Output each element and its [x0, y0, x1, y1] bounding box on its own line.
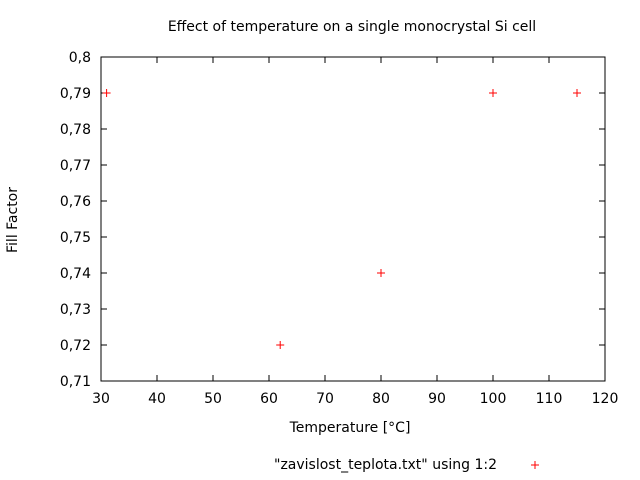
chart-title: Effect of temperature on a single monocr… [168, 19, 536, 35]
y-tick-label: 0,73 [60, 302, 91, 318]
y-tick-label: 0,77 [60, 158, 91, 174]
x-tick-label: 100 [480, 391, 507, 407]
y-tick-label: 0,74 [60, 266, 91, 282]
y-axis: 0,71 0,72 0,73 0,74 0,75 0,76 0,77 0,78 0,79 0,8 [60, 50, 605, 390]
y-tick-label: 0,8 [69, 50, 91, 66]
x-tick-label: 110 [536, 391, 563, 407]
x-tick-label: 70 [316, 391, 334, 407]
data-point [377, 269, 385, 277]
x-axis-label: Temperature [°C] [289, 420, 411, 436]
y-axis-label: Fill Factor [5, 187, 21, 253]
y-tick-label: 0,71 [60, 374, 91, 390]
x-tick-label: 30 [92, 391, 110, 407]
legend-label: "zavislost_teplota.txt" using 1:2 [274, 457, 497, 473]
data-points [102, 89, 581, 349]
data-point [276, 341, 285, 349]
y-tick-label: 0,76 [60, 194, 91, 210]
x-tick-label: 120 [592, 391, 619, 407]
data-point [102, 89, 111, 97]
data-point [573, 89, 581, 97]
x-tick-label: 90 [428, 391, 446, 407]
x-axis: 30 40 50 60 70 80 90 100 110 120 [92, 57, 618, 407]
plot-frame [100, 56, 606, 382]
y-tick-label: 0,75 [60, 230, 91, 246]
x-tick-label: 80 [372, 391, 390, 407]
legend-marker [531, 461, 539, 469]
legend-marker-plus [531, 461, 539, 469]
x-tick-label: 60 [260, 391, 278, 407]
data-point [489, 89, 497, 97]
y-tick-label: 0,79 [60, 86, 91, 102]
x-tick-label: 40 [148, 391, 166, 407]
y-tick-label: 0,78 [60, 122, 91, 138]
y-tick-label: 0,72 [60, 338, 91, 354]
legend: "zavislost_teplota.txt" using 1:2 [274, 457, 539, 473]
x-tick-label: 50 [204, 391, 222, 407]
